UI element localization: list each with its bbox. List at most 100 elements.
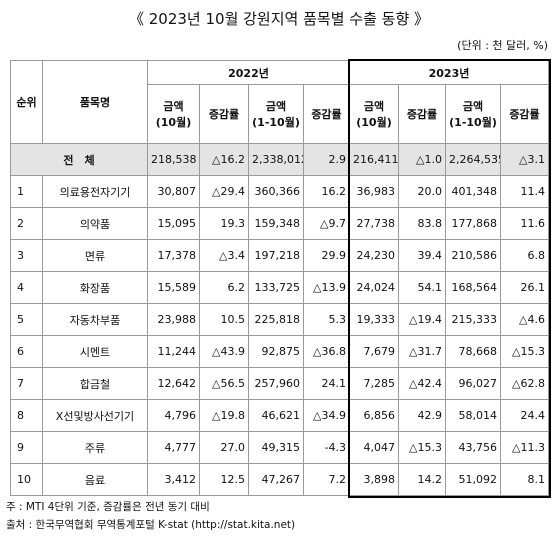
cell: △34.9 [303, 399, 350, 432]
cell: 36,983 [349, 175, 399, 208]
cell: 합금철 [42, 367, 148, 400]
sub-header-line: 증감률 [311, 108, 342, 121]
sub-header-line: 증감률 [509, 108, 540, 121]
total-label: 전 체 [10, 143, 148, 176]
cell: 47,267 [248, 463, 304, 496]
cell: 225,818 [248, 303, 304, 336]
cell: 8 [10, 399, 43, 432]
cell: 49,315 [248, 431, 304, 464]
sub-header: 금액 (1-10월) [445, 84, 501, 144]
cell: 7,679 [349, 335, 399, 368]
cell: 19,333 [349, 303, 399, 336]
cell: 6,856 [349, 399, 399, 432]
cell: 96,027 [445, 367, 501, 400]
total-row: 전 체 218,538 △16.2 2,338,012 2.9 216,411 △1.0 2,… [10, 143, 549, 176]
data-row: 3 면류 17,378 △3.4 197,218 29.9 24,230 39.4 210,58… [10, 239, 549, 272]
cell: 51,092 [445, 463, 501, 496]
cell: 360,366 [248, 175, 304, 208]
cell: 시멘트 [42, 335, 148, 368]
cell: 19.3 [199, 207, 249, 240]
cell: 10.5 [199, 303, 249, 336]
cell: 159,348 [248, 207, 304, 240]
cell: 24,230 [349, 239, 399, 272]
cell: △31.7 [398, 335, 446, 368]
sub-header-line: (1-10월) [449, 116, 497, 129]
cell: 27.0 [199, 431, 249, 464]
data-row: 4 화장품 15,589 6.2 133,725 △13.9 24,024 54.1 168,5… [10, 271, 549, 304]
data-row: 5 자동차부품 23,988 10.5 225,818 5.3 19,333 △19.4 215… [10, 303, 549, 336]
cell: 2,264,535 [445, 143, 501, 176]
cell: 20.0 [398, 175, 446, 208]
cell: △15.3 [398, 431, 446, 464]
sub-header-line: 금액 [265, 100, 287, 113]
cell: 15,095 [147, 207, 200, 240]
header-row: 순위 품목명 2022년 2023년 [10, 60, 549, 144]
cell: 12,642 [147, 367, 200, 400]
header-row: 금액 (10월) 증감률 금액 (1-10월) 증감률 금액 (10월) 증감률 금액 (1-10월… [11, 84, 549, 144]
cell: 음료 [42, 463, 148, 496]
cell: △56.5 [199, 367, 249, 400]
cell: 42.9 [398, 399, 446, 432]
cell: -4.3 [303, 431, 350, 464]
sub-header-line: 금액 [462, 100, 484, 113]
cell: 16.2 [303, 175, 350, 208]
cell: 3,412 [147, 463, 200, 496]
cell: 주류 [42, 431, 148, 464]
cell: △13.9 [303, 271, 350, 304]
cell: 6 [10, 335, 43, 368]
cell: 197,218 [248, 239, 304, 272]
cell: 5.3 [303, 303, 350, 336]
sub-header: 증감률 [303, 84, 350, 144]
sub-header: 금액 (10월) [349, 84, 399, 144]
cell: 46,621 [248, 399, 304, 432]
cell: 11.6 [500, 207, 549, 240]
sub-header: 증감률 [398, 84, 446, 144]
cell: 의약품 [42, 207, 148, 240]
cell: △36.8 [303, 335, 350, 368]
cell: △4.6 [500, 303, 549, 336]
cell: △19.4 [398, 303, 446, 336]
cell: 4,777 [147, 431, 200, 464]
cell: 43,756 [445, 431, 501, 464]
data-row: 2 의약품 15,095 19.3 159,348 △9.7 27,738 83.8 177,8… [10, 207, 549, 240]
cell: 2.9 [303, 143, 350, 176]
sub-header: 증감률 [199, 84, 249, 144]
cell: 210,586 [445, 239, 501, 272]
sub-header-line: (10월) [155, 116, 192, 129]
header-cell: 품목명 [42, 60, 148, 144]
cell: 면류 [42, 239, 148, 272]
sub-header-line: 증감률 [406, 108, 438, 121]
data-row: 6 시멘트 11,244 △43.9 92,875 △36.8 7,679 △31.7 78,6… [10, 335, 549, 368]
cell: X선및방사선기기 [42, 399, 148, 432]
sub-header: 금액 (1-10월) [248, 84, 304, 144]
export-table: 순위 품목명 2022년 2023년 금액 (10월) 증감률 금액 (1-10월) 증감률 금액 (… [10, 60, 549, 496]
cell: 26.1 [500, 271, 549, 304]
cell: △3.1 [500, 143, 549, 176]
cell: 3,898 [349, 463, 399, 496]
cell: △16.2 [199, 143, 249, 176]
cell: △9.7 [303, 207, 350, 240]
cell: 30,807 [147, 175, 200, 208]
cell: 7,285 [349, 367, 399, 400]
cell: △1.0 [398, 143, 446, 176]
year-header: 2023년 [349, 60, 549, 85]
cell: 11,244 [147, 335, 200, 368]
cell: 6.2 [199, 271, 249, 304]
cell: 3 [10, 239, 43, 272]
cell: 218,538 [147, 143, 200, 176]
cell: △19.8 [199, 399, 249, 432]
cell: 14.2 [398, 463, 446, 496]
cell: 78,668 [445, 335, 501, 368]
cell: 27,738 [349, 207, 399, 240]
unit: (단위 : 천 달러, %) [457, 39, 548, 52]
sub-header: 금액 (10월) [147, 84, 200, 144]
cell: 7.2 [303, 463, 350, 496]
cell: 2,338,012 [248, 143, 304, 176]
cell: 215,333 [445, 303, 501, 336]
cell: 4 [10, 271, 43, 304]
cell: 4,796 [147, 399, 200, 432]
cell: 23,988 [147, 303, 200, 336]
cell: 9 [10, 431, 43, 464]
cell: △11.3 [500, 431, 549, 464]
cell: △42.4 [398, 367, 446, 400]
